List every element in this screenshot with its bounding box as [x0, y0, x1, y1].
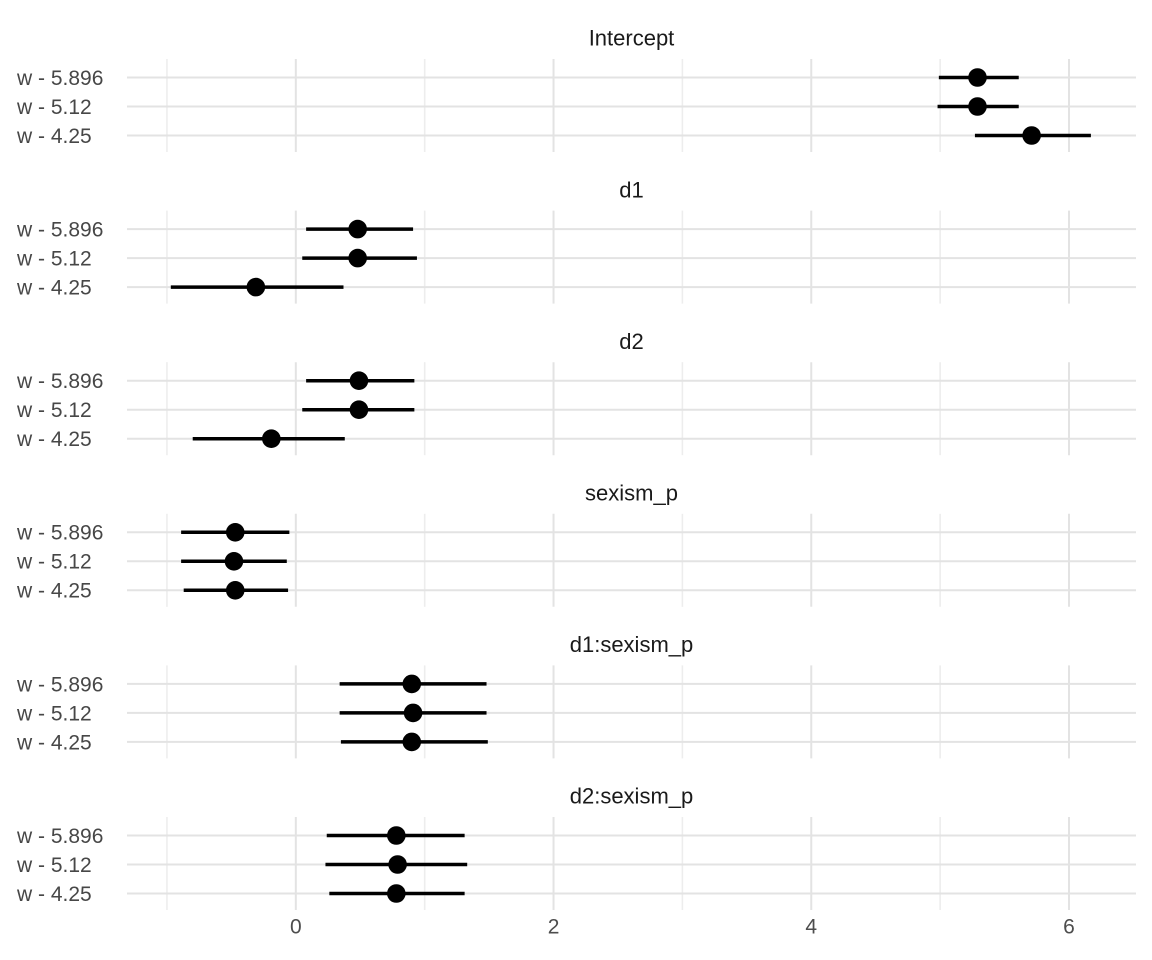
point-estimate: [246, 277, 266, 297]
row-label: w - 5.12: [16, 551, 92, 574]
facet-panel: Intercept w - 5.896 w - 5.12 w - 4.25: [16, 26, 1136, 152]
row-label: w - 4.25: [16, 731, 92, 754]
row-label: w - 5.12: [16, 247, 92, 270]
point-estimate: [349, 371, 369, 391]
point-estimate: [402, 674, 422, 694]
row-label: w - 4.25: [16, 125, 92, 148]
point-estimate: [403, 703, 423, 723]
point-estimate: [225, 581, 245, 600]
facet-panel: d2:sexism_pw - 5.896 w - 5.12 w - 4.25: [16, 784, 1136, 910]
row-label: w - 5.896: [16, 218, 103, 241]
point-estimate: [348, 219, 367, 239]
x-tick-label: 6: [1063, 915, 1075, 938]
point-estimate: [224, 552, 244, 571]
facet-title: d1:sexism_p: [570, 632, 694, 657]
facet-title: d2:sexism_p: [570, 784, 694, 809]
point-estimate: [262, 429, 281, 449]
point-estimate: [349, 400, 369, 420]
point-estimate: [968, 68, 987, 87]
point-estimate: [225, 523, 245, 542]
row-label: w - 5.896: [16, 522, 103, 545]
point-estimate: [348, 248, 367, 268]
point-estimate: [388, 855, 407, 874]
facet-panel: sexism_pw - 5.896 w - 5.12 w - 4.25: [16, 481, 1136, 607]
point-estimate: [968, 97, 987, 116]
x-tick-label: 2: [548, 915, 560, 938]
row-label: w - 5.896: [16, 673, 103, 696]
facet-title: d1: [619, 177, 643, 202]
row-label: w - 4.25: [16, 428, 92, 451]
row-label: w - 5.896: [16, 67, 103, 90]
x-tick-label: 0: [290, 915, 302, 938]
row-label: w - 5.12: [16, 96, 92, 119]
row-label: w - 5.12: [16, 702, 92, 725]
facet-panel: d1 w - 5.896 w - 5.12 w - 4.25: [16, 177, 1136, 304]
x-tick-label: 4: [805, 915, 817, 938]
row-label: w - 4.25: [16, 580, 92, 603]
facet-panel: d1:sexism_pw - 5.896 w - 5.12 w - 4.25: [16, 632, 1136, 759]
row-label: w - 5.896: [16, 370, 103, 393]
row-label: w - 5.12: [16, 399, 92, 422]
facet-title: Intercept: [589, 26, 675, 51]
point-estimate: [402, 732, 422, 752]
facet-title: d2: [619, 329, 643, 354]
point-estimate: [1022, 126, 1041, 145]
facet-title: sexism_p: [585, 481, 678, 506]
row-label: w - 4.25: [16, 883, 92, 906]
point-estimate: [387, 884, 406, 903]
point-estimate: [387, 826, 406, 845]
facet-panel: d2 w - 5.896 w - 5.12 w - 4.25: [16, 329, 1136, 456]
row-label: w - 4.25: [16, 276, 92, 299]
row-label: w - 5.12: [16, 854, 92, 877]
row-label: w - 5.896: [16, 825, 103, 848]
